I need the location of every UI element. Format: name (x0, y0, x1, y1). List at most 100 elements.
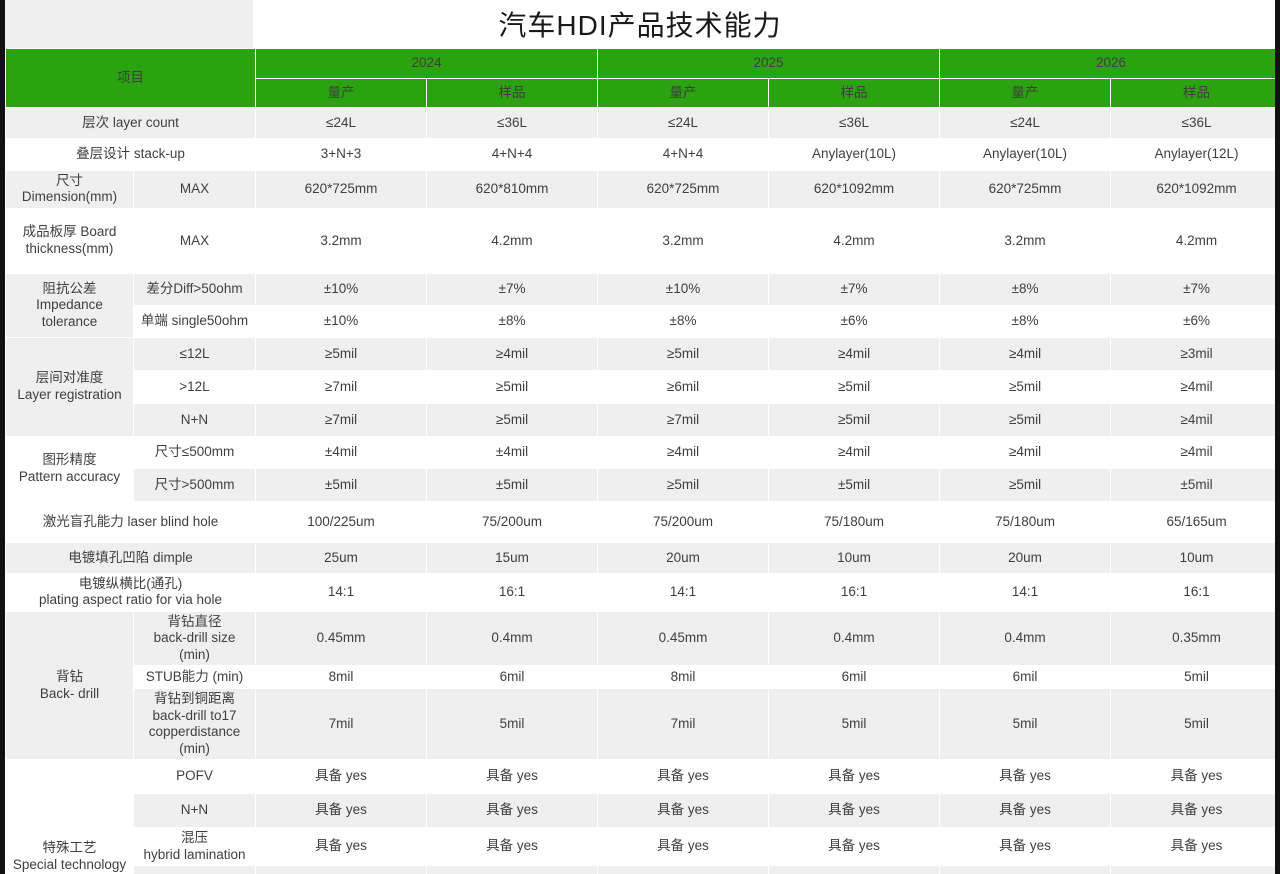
cell-value: ≥4mil (1110, 369, 1280, 404)
header-sub-2026-massprod: 量产 (939, 78, 1112, 108)
cell-value: 具备 yes (597, 865, 770, 874)
cell-value: 25um (255, 541, 427, 574)
cell-value: 8mil (255, 665, 427, 690)
cell-value: 3+N+3 (255, 138, 427, 171)
cell-value: 14:1 (255, 572, 427, 612)
row-label: 层次 layer count (5, 107, 256, 139)
cell-value: ≥4mil (1110, 435, 1280, 469)
cell-value: 4.2mm (1110, 207, 1280, 274)
cell-value: ±10% (255, 304, 427, 338)
cell-value: ≥5mil (597, 336, 770, 371)
cell-value: ±6% (768, 304, 941, 338)
cell-value: 4+N+4 (597, 138, 770, 171)
cell-value: 0.35mm (1110, 610, 1280, 667)
cell-value: 20um (597, 541, 770, 574)
cell-value: 5mil (1110, 688, 1280, 761)
cell-value: ±7% (1110, 272, 1280, 306)
cell-value: 具备 yes (255, 827, 427, 867)
cell-value: ≥5mil (939, 402, 1112, 437)
cell-value: 620*725mm (597, 170, 770, 209)
cell-value: ±10% (255, 272, 427, 306)
row-sublabel: MAX (133, 170, 256, 209)
table-row: 层间对准度 Layer registration ≤12L ≥5mil ≥4mil ≥5m… (5, 336, 1280, 437)
cell-value: Anylayer(12L) (1110, 138, 1280, 171)
cell-value: 具备 yes (1110, 793, 1280, 829)
cell-value: ±8% (597, 304, 770, 338)
cell-value: 具备 yes (425, 865, 599, 874)
cell-value: 75/180um (768, 500, 941, 543)
table-row: 特殊工艺 Special technology POFV 具备 yes 具备 yes 具备… (5, 759, 1280, 874)
cell-value: ≥5mil (939, 467, 1112, 502)
cell-value: 具备 yes (1110, 827, 1280, 867)
cell-value: 620*810mm (425, 170, 599, 209)
cell-value: 4.2mm (768, 207, 941, 274)
row-label: 尺寸Dimension(mm) (5, 170, 134, 209)
cell-value: 0.4mm (425, 610, 599, 667)
cell-value: 16:1 (1110, 572, 1280, 612)
cell-value: ≥4mil (939, 336, 1112, 371)
cell-value: ±5mil (1110, 467, 1280, 502)
cell-value: 具备 yes (939, 827, 1112, 867)
cell-value: 5mil (425, 688, 599, 761)
cell-value: 14:1 (597, 572, 770, 612)
table-row: 叠层设计 stack-up 3+N+3 4+N+4 4+N+4 Anylayer(10L… (5, 138, 1280, 171)
cell-value: 具备 yes (597, 793, 770, 829)
table-row: 尺寸Dimension(mm) MAX 620*725mm 620*810mm 620*… (5, 170, 1280, 209)
cell-value: 7mil (255, 688, 427, 761)
cell-value: ≥7mil (597, 402, 770, 437)
cell-value: 具备 yes (1110, 865, 1280, 874)
cell-value: Anylayer(10L) (768, 138, 941, 171)
cell-value: 具备 yes (255, 865, 427, 874)
row-group-label: 背钻 Back- drill (5, 610, 134, 761)
cell-value: 5mil (1110, 665, 1280, 690)
row-sublabel: ≤12L (133, 336, 256, 371)
header-sub-2026-sample: 样品 (1110, 78, 1280, 108)
cell-value: 具备 yes (255, 793, 427, 829)
cell-value: 具备 yes (597, 759, 770, 795)
cell-value: 620*725mm (255, 170, 427, 209)
cell-value: 75/200um (425, 500, 599, 543)
cell-value: ±10% (597, 272, 770, 306)
cell-value: 15um (425, 541, 599, 574)
header-sub-2025-massprod: 量产 (597, 78, 770, 108)
cell-value: ≥3mil (1110, 336, 1280, 371)
title-band (0, 0, 1280, 48)
row-sublabel: 混压 hybrid lamination (133, 827, 256, 867)
row-group-label: 阻抗公差 Impedance tolerance (5, 272, 134, 338)
cell-value: 65/165um (1110, 500, 1280, 543)
table-row: 成品板厚 Board thickness(mm) MAX 3.2mm 4.2mm 3.2m… (5, 207, 1280, 274)
cell-value: ≥4mil (768, 435, 941, 469)
row-label: 叠层设计 stack-up (5, 138, 256, 171)
row-sublabel: 深微孔 blind hole (133, 865, 256, 874)
table-row: 单端 single50ohm ±10% ±8% ±8% ±6% ±8% ±6% (6, 304, 1280, 338)
row-label: 电镀填孔凹陷 dimple (5, 541, 256, 574)
cell-value: 8mil (597, 665, 770, 690)
cell-value: ±4mil (425, 435, 599, 469)
spec-table-wrapper: 项目 2024 2025 2026 量产 样品 量产 样品 量产 样品 层次 l… (5, 48, 1280, 874)
cell-value: ≥5mil (425, 369, 599, 404)
row-sublabel: 单端 single50ohm (133, 304, 256, 338)
row-sublabel: STUB能力 (min) (133, 665, 256, 690)
row-sublabel: 尺寸≤500mm (133, 435, 256, 469)
header-item-label: 项目 (5, 48, 256, 108)
cell-value: 0.45mm (255, 610, 427, 667)
cell-value: ≤36L (768, 107, 941, 139)
cell-value: ≥5mil (597, 467, 770, 502)
row-group-label: 特殊工艺 Special technology (5, 759, 134, 874)
table-row: 激光盲孔能力 laser blind hole 100/225um 75/200um… (5, 500, 1280, 543)
cell-value: ±8% (939, 304, 1112, 338)
cell-value: ≥5mil (425, 402, 599, 437)
cell-value: 具备 yes (939, 759, 1112, 795)
table-head: 项目 2024 2025 2026 量产 样品 量产 样品 量产 样品 (5, 48, 1280, 108)
row-label: 激光盲孔能力 laser blind hole (5, 500, 256, 543)
header-sub-2025-sample: 样品 (768, 78, 941, 108)
cell-value: ≤24L (255, 107, 427, 139)
cell-value: ≥5mil (768, 402, 941, 437)
cell-value: 0.45mm (597, 610, 770, 667)
cell-value: 6mil (939, 665, 1112, 690)
cell-value: ≥4mil (597, 435, 770, 469)
cell-value: 6mil (425, 665, 599, 690)
header-year-2026: 2026 (939, 48, 1280, 79)
cell-value: 5mil (768, 688, 941, 761)
